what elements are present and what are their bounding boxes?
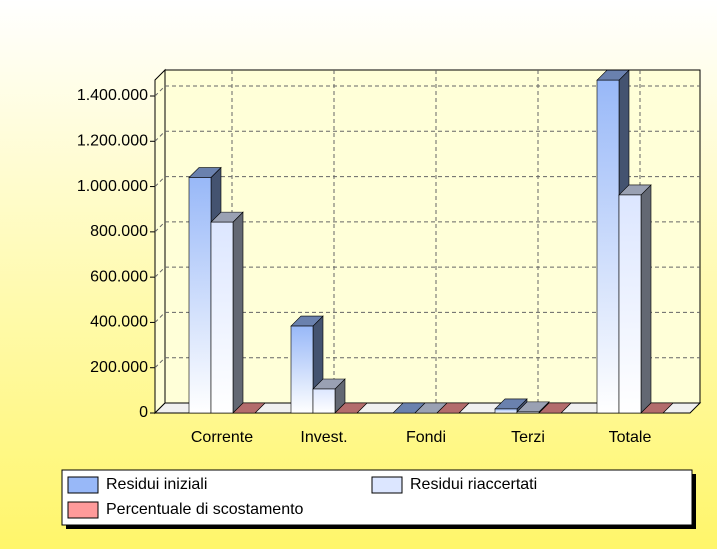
bar-side — [232, 211, 244, 414]
legend-swatch — [67, 476, 99, 494]
y-tick-label: 1.000.000 — [77, 178, 148, 195]
legend-swatch — [67, 501, 99, 519]
grid: 0 200.000 400.000 600.000 800.000 1.000.000 1.… — [77, 70, 700, 446]
bar — [188, 177, 212, 414]
legend-swatch — [371, 476, 403, 494]
legend-label: Residui iniziali — [106, 476, 207, 493]
grid-line — [154, 221, 166, 233]
legend-label: Percentuale di scostamento — [106, 501, 304, 518]
x-tick-label: Terzi — [511, 429, 545, 446]
grid-line — [154, 130, 166, 142]
grid-line — [154, 312, 166, 323]
y-tick-label: 1.200.000 — [77, 133, 148, 150]
x-tick-label: Totale — [609, 429, 652, 446]
bar — [290, 325, 314, 414]
x-tick-label: Corrente — [191, 429, 253, 446]
bar — [494, 408, 518, 414]
bar-top — [640, 402, 674, 414]
bar-top — [436, 402, 470, 414]
left-wall — [154, 68, 166, 415]
bar — [596, 79, 620, 414]
legend-items: Residui iniziali Residui riaccertati Perce… — [67, 476, 537, 519]
bars — [188, 69, 674, 414]
y-tick-label: 400.000 — [90, 314, 148, 331]
y-tick-label: 0 — [139, 404, 148, 421]
legend-label: Residui riaccertati — [410, 476, 537, 493]
bar-top — [232, 402, 266, 414]
grid-line — [154, 266, 166, 278]
bar — [516, 411, 540, 414]
y-tick-label: 200.000 — [90, 359, 148, 376]
grid-line — [154, 357, 166, 369]
y-tick-label: 600.000 — [90, 268, 148, 285]
grid-line — [154, 176, 166, 187]
bar — [312, 388, 336, 414]
x-tick-label: Fondi — [406, 429, 446, 446]
bar — [210, 221, 234, 414]
x-tick-label: Invest. — [300, 429, 347, 446]
y-tick-label: 1.400.000 — [77, 87, 148, 104]
bar-top — [538, 402, 572, 414]
bar — [618, 194, 642, 414]
bar-top — [334, 402, 368, 414]
grid-line — [154, 85, 166, 97]
bar-side — [640, 184, 652, 414]
y-tick-label: 800.000 — [90, 223, 148, 240]
